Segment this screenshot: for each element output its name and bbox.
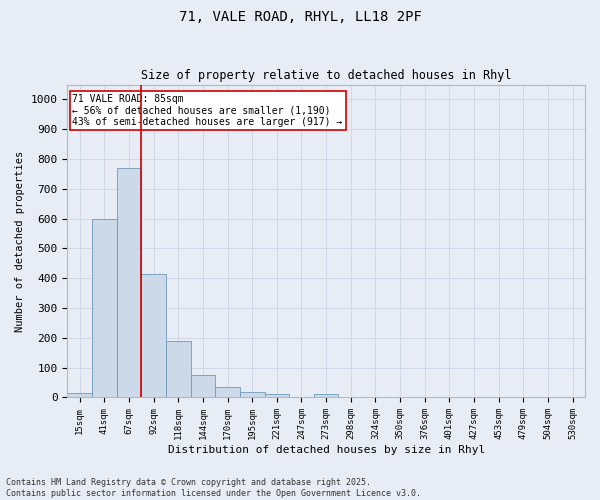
Bar bbox=[240, 392, 265, 398]
Text: 71, VALE ROAD, RHYL, LL18 2PF: 71, VALE ROAD, RHYL, LL18 2PF bbox=[179, 10, 421, 24]
Bar bbox=[141, 274, 166, 398]
Bar bbox=[265, 394, 289, 398]
Bar bbox=[92, 218, 116, 398]
X-axis label: Distribution of detached houses by size in Rhyl: Distribution of detached houses by size … bbox=[167, 445, 485, 455]
Text: 71 VALE ROAD: 85sqm
← 56% of detached houses are smaller (1,190)
43% of semi-det: 71 VALE ROAD: 85sqm ← 56% of detached ho… bbox=[73, 94, 343, 127]
Bar bbox=[191, 375, 215, 398]
Bar bbox=[67, 393, 92, 398]
Title: Size of property relative to detached houses in Rhyl: Size of property relative to detached ho… bbox=[141, 69, 511, 82]
Bar bbox=[116, 168, 141, 398]
Bar bbox=[166, 341, 191, 398]
Bar bbox=[215, 387, 240, 398]
Text: Contains HM Land Registry data © Crown copyright and database right 2025.
Contai: Contains HM Land Registry data © Crown c… bbox=[6, 478, 421, 498]
Bar bbox=[314, 394, 338, 398]
Y-axis label: Number of detached properties: Number of detached properties bbox=[15, 150, 25, 332]
